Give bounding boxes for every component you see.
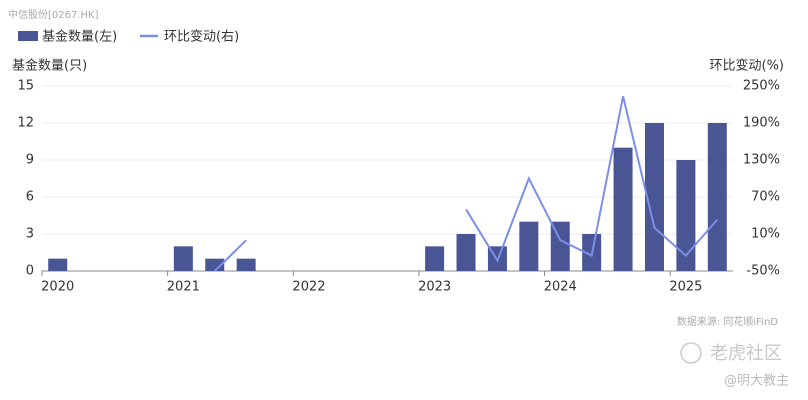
bar [236, 258, 256, 271]
bar [425, 246, 445, 271]
y-tick-label: 15 [17, 79, 34, 94]
x-tick-label: 2022 [292, 280, 325, 295]
x-tick-label: 2020 [41, 280, 74, 295]
bar [519, 221, 539, 271]
bar [707, 123, 727, 271]
bar [676, 160, 696, 271]
y-tick-label: 0 [26, 264, 34, 279]
bar [173, 246, 193, 271]
y-tick-label: 12 [17, 116, 34, 131]
y2-tick-label: 70% [751, 190, 780, 205]
y2-tick-label: 250% [743, 79, 780, 94]
legend-label: 基金数量(左) [42, 29, 117, 45]
x-tick-label: 2025 [669, 280, 702, 295]
y2-tick-label: 190% [743, 116, 780, 131]
y-tick-label: 9 [26, 153, 34, 168]
bar [550, 221, 570, 271]
source-note: 数据来源: 同花顺iFinD [677, 315, 778, 328]
legend-label: 环比变动(右) [164, 29, 239, 45]
x-tick-label: 2021 [167, 280, 200, 295]
y-axis-title: 基金数量(只) [12, 58, 87, 74]
bar [205, 258, 225, 271]
security-name: 中信股份[0267.HK] [8, 8, 99, 21]
y-tick-label: 3 [26, 227, 34, 242]
bar [644, 123, 664, 271]
y2-tick-label: -50% [746, 264, 780, 279]
watermark-user: @明大教主 [724, 373, 789, 389]
y-tick-label: 6 [26, 190, 34, 205]
watermark-brand: 老虎社区 [710, 343, 782, 364]
x-tick-label: 2024 [544, 280, 577, 295]
bar [613, 147, 633, 271]
x-tick-label: 2023 [418, 280, 451, 295]
bar [456, 234, 476, 271]
y2-axis-title: 环比变动(%) [710, 58, 785, 74]
legend-swatch-bar [18, 31, 38, 41]
line-series [214, 96, 719, 272]
bar [48, 258, 68, 271]
y2-tick-label: 10% [751, 227, 780, 242]
watermark-icon [680, 342, 702, 364]
y2-tick-label: 130% [743, 153, 780, 168]
